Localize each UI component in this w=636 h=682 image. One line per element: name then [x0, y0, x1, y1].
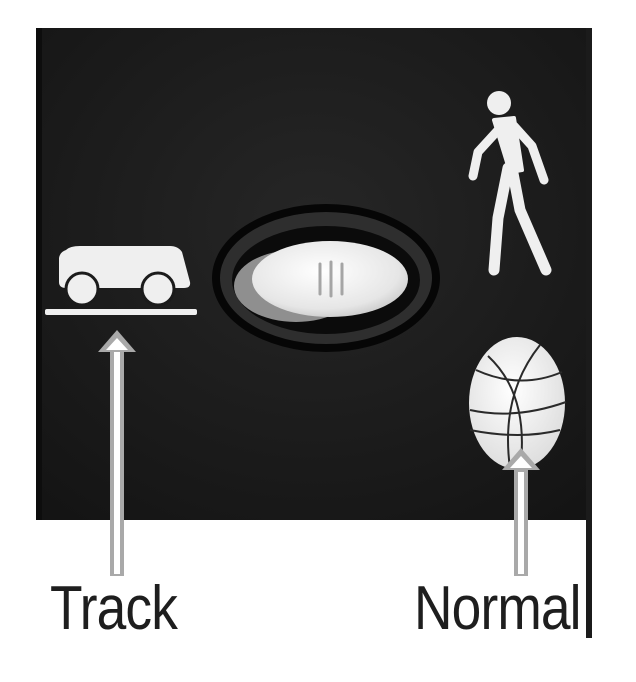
- mode-slide-switch[interactable]: [212, 204, 440, 352]
- walking-person-icon: [468, 91, 552, 276]
- device-panel-left-edge: [36, 28, 42, 520]
- normal-label: Normal: [414, 574, 582, 643]
- switch-grip-ridges: [318, 260, 344, 298]
- normal-arrow: [502, 448, 540, 576]
- track-line: [45, 309, 197, 315]
- track-label: Track: [50, 574, 178, 643]
- cart-wheel-back: [140, 271, 176, 307]
- track-arrow: [98, 330, 136, 576]
- cart-on-track-icon: [45, 246, 197, 315]
- cart-wheel-front: [64, 271, 100, 307]
- photo-right-edge: [586, 28, 592, 638]
- label-area: [36, 520, 592, 682]
